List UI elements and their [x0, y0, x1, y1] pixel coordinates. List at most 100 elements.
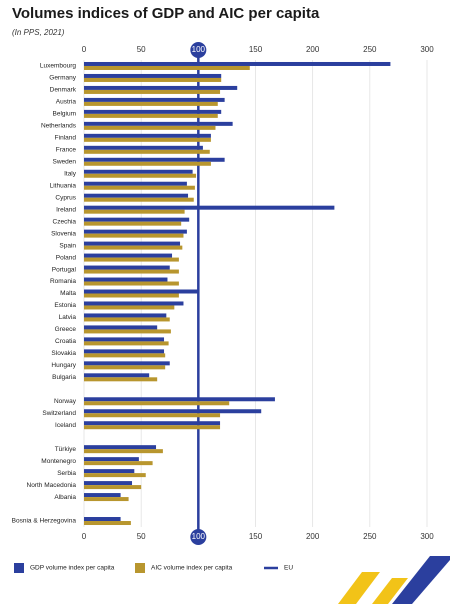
- x-tick-label: 150: [249, 45, 263, 54]
- bar: [84, 77, 222, 82]
- x-tick-label: 300: [420, 532, 434, 541]
- bar: [84, 181, 187, 186]
- bar: [84, 317, 170, 322]
- bar: [84, 413, 221, 418]
- bar: [84, 217, 190, 222]
- x-tick-label: 150: [249, 532, 263, 541]
- category-label: Hungary: [51, 362, 76, 369]
- bar: [84, 349, 165, 354]
- bar: [84, 397, 275, 402]
- category-label: Sweden: [53, 159, 77, 166]
- x-tick-label: 200: [306, 45, 320, 54]
- bar: [84, 209, 185, 214]
- x-tick-label: 0: [82, 532, 87, 541]
- category-label: Bulgaria: [52, 374, 76, 381]
- bar: [84, 277, 168, 282]
- category-label: Norway: [54, 398, 77, 405]
- x-tick-label: 250: [363, 532, 377, 541]
- bar: [84, 325, 158, 330]
- bar: [84, 245, 183, 250]
- bar: [84, 473, 146, 478]
- x-tick-label: 200: [306, 532, 320, 541]
- bar: [84, 493, 121, 498]
- category-label: Montenegro: [41, 458, 76, 465]
- bar: [84, 445, 157, 450]
- category-label: Finland: [55, 135, 77, 142]
- x-tick-label: 250: [363, 45, 377, 54]
- bar: [84, 353, 166, 358]
- category-label: Slovakia: [51, 350, 76, 357]
- category-label: Türkiye: [55, 446, 77, 453]
- category-label: North Macedonia: [27, 482, 77, 489]
- bar: [84, 481, 133, 486]
- category-label: Cyprus: [55, 194, 76, 201]
- legend-label: GDP volume index per capita: [30, 565, 115, 572]
- bar: [84, 185, 195, 190]
- chart-subtitle: (In PPS, 2021): [12, 28, 65, 37]
- bar: [84, 517, 121, 522]
- bar: [84, 289, 199, 294]
- bar: [84, 133, 211, 138]
- bar: [84, 173, 197, 178]
- category-label: Bosnia & Herzegovina: [12, 518, 77, 525]
- bar: [84, 497, 129, 502]
- category-label: Slovenia: [51, 230, 76, 237]
- bar: [84, 457, 139, 462]
- category-label: Estonia: [54, 302, 76, 309]
- x-tick-label: 50: [137, 532, 146, 541]
- bar: [84, 145, 203, 150]
- bar: [84, 121, 233, 126]
- bar: [84, 137, 211, 142]
- bar: [84, 257, 179, 262]
- bar: [84, 149, 210, 154]
- bar: [84, 313, 167, 318]
- bar: [84, 329, 171, 334]
- legend-label: AIC volume index per capita: [151, 565, 233, 572]
- bar: [84, 461, 153, 466]
- bar: [84, 301, 184, 306]
- category-label: Iceland: [55, 422, 76, 429]
- category-label: Albania: [54, 494, 76, 501]
- bar: [84, 409, 262, 414]
- bar: [84, 365, 166, 370]
- bar: [84, 101, 218, 106]
- bar: [84, 73, 222, 78]
- legend-swatch: [14, 563, 24, 573]
- bar: [84, 193, 189, 198]
- bar: [84, 485, 142, 490]
- category-label: Ireland: [56, 206, 76, 213]
- bar: [84, 61, 391, 66]
- bar: [84, 229, 187, 234]
- bar: [84, 85, 238, 90]
- legend-swatch: [135, 563, 145, 573]
- bar: [84, 305, 175, 310]
- bar: [84, 113, 218, 118]
- category-label: Romania: [50, 278, 76, 285]
- category-label: Austria: [56, 99, 77, 106]
- bar: [84, 65, 250, 70]
- category-label: Serbia: [57, 470, 76, 477]
- category-label: Italy: [64, 170, 77, 177]
- category-label: Lithuania: [50, 182, 77, 189]
- x-tick-label: 0: [82, 45, 87, 54]
- category-label: Poland: [56, 254, 77, 261]
- bar: [84, 361, 170, 366]
- category-label: Belgium: [53, 111, 76, 118]
- category-label: Spain: [59, 242, 76, 249]
- bar: [84, 265, 170, 270]
- bar: [84, 233, 184, 238]
- bar: [84, 281, 179, 286]
- bar: [84, 221, 182, 226]
- category-label: Switzerland: [42, 410, 76, 417]
- bar: [84, 293, 179, 298]
- logo: [338, 556, 450, 604]
- bar: [84, 169, 193, 174]
- bar: [84, 373, 150, 378]
- chart-title: Volumes indices of GDP and AIC per capit…: [12, 5, 320, 22]
- tick-highlight: [190, 529, 207, 545]
- bar: [84, 253, 173, 258]
- x-tick-label: 300: [420, 45, 434, 54]
- bar: [84, 161, 211, 166]
- bar: [84, 197, 194, 202]
